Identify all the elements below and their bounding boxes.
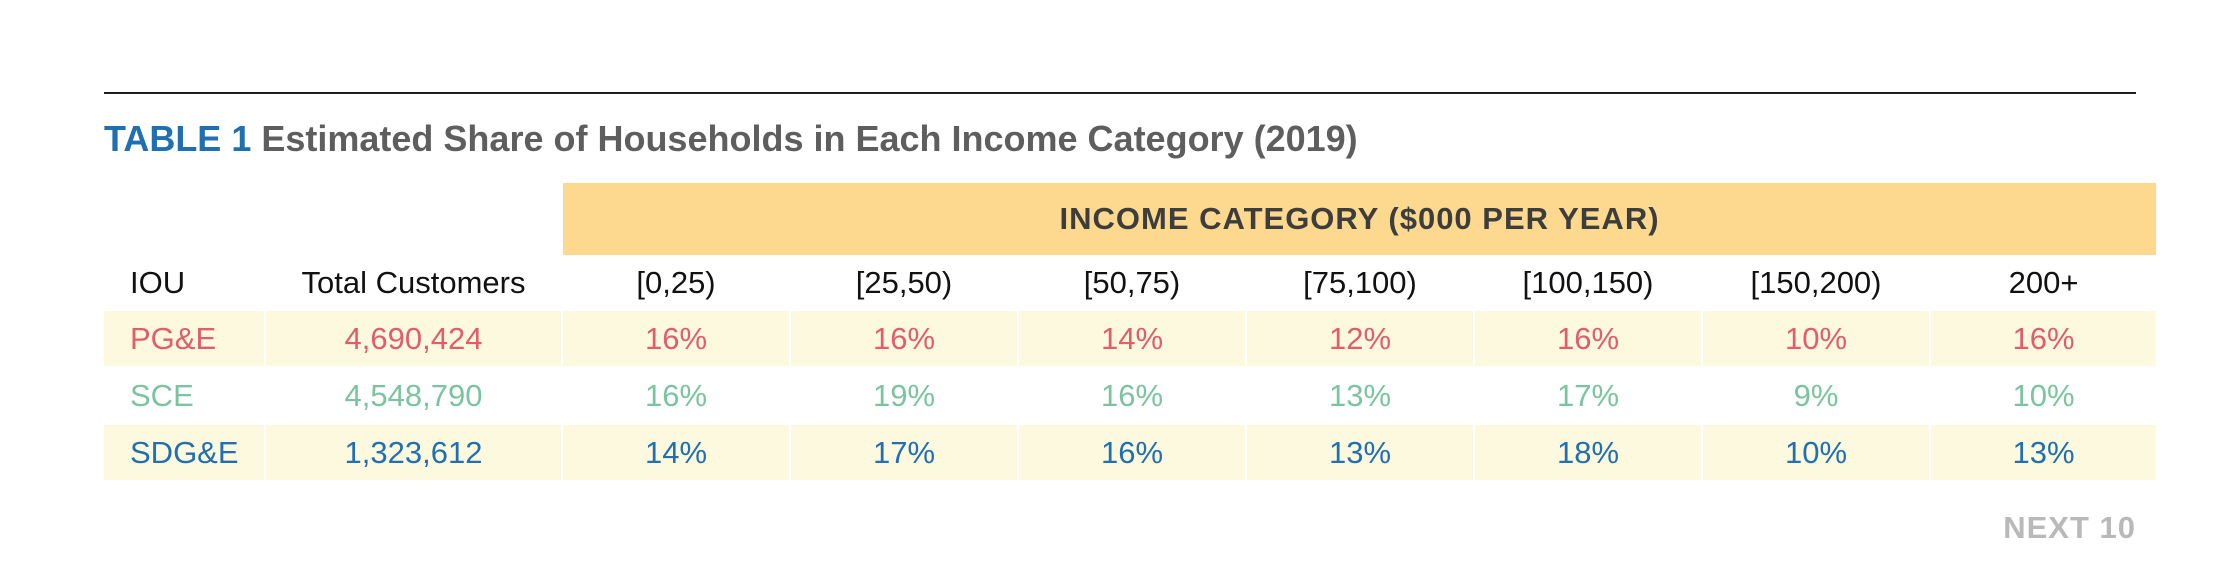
column-header-75-100: [75,100) [1303,265,1417,300]
share-cell: 16% [791,311,1017,366]
column-header-100-150: [100,150) [1522,265,1654,300]
share-cell: 10% [1703,311,1929,366]
total-customers-value: 1,323,612 [266,423,561,480]
share-cell: 14% [1019,311,1245,366]
share-cell: 16% [563,366,789,423]
iou-name: SDG&E [104,423,264,480]
table-number: TABLE 1 [104,118,252,159]
share-cell: 12% [1247,311,1473,366]
total-customers-value: 4,548,790 [266,366,561,423]
share-cell: 13% [1931,423,2157,480]
share-cell: 18% [1475,423,1701,480]
share-cell: 19% [791,366,1017,423]
iou-name: PG&E [104,311,264,366]
share-cell: 16% [563,311,789,366]
share-cell: 16% [1931,311,2157,366]
column-header-iou: IOU [130,265,186,300]
share-cell: 16% [1019,423,1245,480]
group-header-spacer [266,183,561,255]
column-header-50-75: [50,75) [1083,265,1181,300]
column-header-25-50: [25,50) [855,265,953,300]
column-header-0-25: [0,25) [636,265,716,300]
top-rule [104,92,2136,94]
table-caption: Estimated Share of Households in Each In… [261,118,1358,159]
column-header-row: IOU Total Customers [0,25) [25,50) [50,7… [104,255,2156,311]
share-cell: 16% [1475,311,1701,366]
column-header-150-200: [150,200) [1750,265,1882,300]
share-cell: 17% [1475,366,1701,423]
table-row-sce: SCE 4,548,790 16% 19% 16% 13% 17% 9% 10% [104,366,2157,423]
brand-logo-text: NEXT 10 [2003,510,2136,545]
total-customers-value: 4,690,424 [266,311,561,366]
column-header-total-customers: Total Customers [301,265,526,300]
income-share-table: INCOME CATEGORY ($000 PER YEAR) IOU Tota… [102,183,2158,480]
table-row-sdge: SDG&E 1,323,612 14% 17% 16% 13% 18% 10% … [104,423,2157,480]
share-cell: 10% [1931,366,2157,423]
share-cell: 17% [791,423,1017,480]
group-header-row: INCOME CATEGORY ($000 PER YEAR) [104,183,2157,255]
income-category-header: INCOME CATEGORY ($000 PER YEAR) [563,183,2157,255]
iou-name: SCE [104,366,264,423]
group-header-spacer [104,183,264,255]
share-cell: 14% [563,423,789,480]
share-cell: 13% [1247,423,1473,480]
table-row-pge: PG&E 4,690,424 16% 16% 14% 12% 16% 10% 1… [104,311,2157,366]
share-cell: 9% [1703,366,1929,423]
share-cell: 16% [1019,366,1245,423]
table-title: TABLE 1 Estimated Share of Households in… [104,118,1358,160]
share-cell: 10% [1703,423,1929,480]
column-header-200-plus: 200+ [2008,265,2079,300]
share-cell: 13% [1247,366,1473,423]
